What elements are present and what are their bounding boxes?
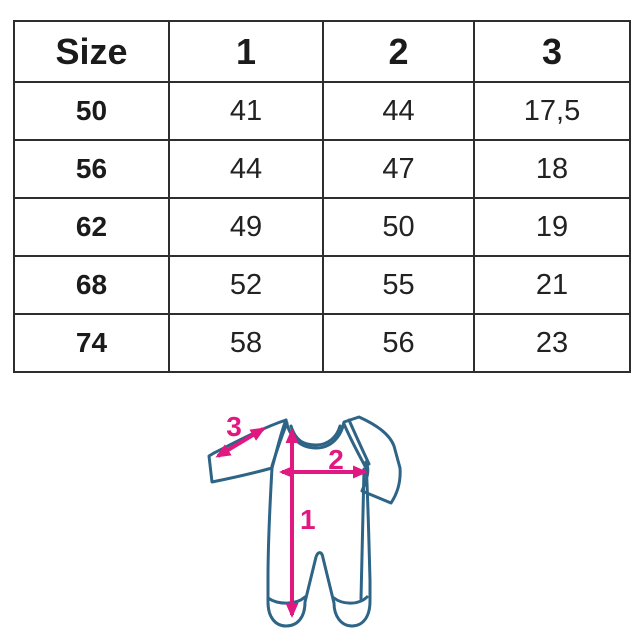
measurement-arrows [215, 427, 368, 618]
measure-cell-2: 44 [322, 81, 475, 141]
label-sleeve: 3 [226, 411, 242, 442]
size-table-container: Size 1 2 3 50 41 44 17,5 56 44 47 18 62 … [13, 20, 631, 373]
table-row: 62 49 50 19 [13, 197, 631, 257]
size-value-cell: 62 [13, 197, 170, 257]
table-header-row: Size 1 2 3 [13, 20, 631, 83]
table-row: 74 58 56 23 [13, 313, 631, 373]
column-header-3: 3 [473, 20, 631, 83]
column-header-size: Size [13, 20, 170, 83]
measure-cell-2: 50 [322, 197, 475, 257]
size-value-cell: 56 [13, 139, 170, 199]
size-table: Size 1 2 3 50 41 44 17,5 56 44 47 18 62 … [13, 20, 631, 373]
table-row: 50 41 44 17,5 [13, 81, 631, 141]
size-table-body: 50 41 44 17,5 56 44 47 18 62 49 50 19 68… [13, 81, 631, 373]
measure-cell-2: 56 [322, 313, 475, 373]
arrow-sleeve [215, 427, 266, 458]
sleepsuit-diagram-svg: 1 2 3 [207, 411, 402, 628]
label-length: 1 [300, 504, 316, 535]
measurement-diagram: 1 2 3 [150, 398, 470, 640]
measure-cell-3: 21 [473, 255, 631, 315]
label-chest: 2 [328, 444, 344, 475]
size-value-cell: 68 [13, 255, 170, 315]
column-header-1: 1 [168, 20, 324, 83]
measure-cell-2: 55 [322, 255, 475, 315]
measure-cell-1: 52 [168, 255, 324, 315]
table-row: 68 52 55 21 [13, 255, 631, 315]
measure-cell-1: 58 [168, 313, 324, 373]
measure-cell-1: 49 [168, 197, 324, 257]
size-value-cell: 74 [13, 313, 170, 373]
measure-cell-3: 18 [473, 139, 631, 199]
measure-cell-3: 19 [473, 197, 631, 257]
size-value-cell: 50 [13, 81, 170, 141]
table-row: 56 44 47 18 [13, 139, 631, 199]
measure-cell-3: 23 [473, 313, 631, 373]
measure-cell-2: 47 [322, 139, 475, 199]
measure-cell-3: 17,5 [473, 81, 631, 141]
measure-cell-1: 44 [168, 139, 324, 199]
column-header-2: 2 [322, 20, 475, 83]
measure-cell-1: 41 [168, 81, 324, 141]
